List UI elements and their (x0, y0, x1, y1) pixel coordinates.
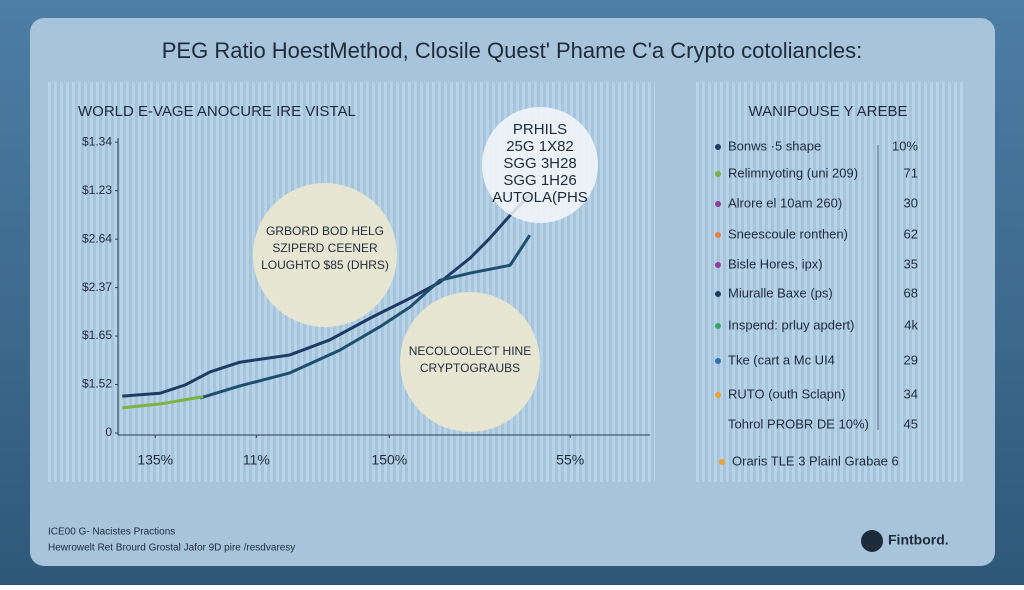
annotation-line: GRBORD BOD HELG (266, 224, 384, 238)
bullet (715, 201, 721, 207)
bubble (482, 107, 598, 223)
bullet (715, 358, 721, 364)
row-value: 68 (904, 285, 918, 300)
row-value: 45 (904, 416, 918, 431)
row-label: Bonws ·5 shape (728, 138, 821, 153)
bullet (715, 291, 721, 297)
sidebar-title: WANIPOUSE Y AREBE (749, 103, 908, 120)
bubble (400, 292, 540, 432)
bullet (715, 232, 721, 238)
annotation-line: SGG 3H28 (503, 155, 576, 172)
y-tick-label: 0 (105, 425, 112, 439)
row-label: RUTO (outh Sclapn) (728, 386, 846, 401)
bubble (253, 183, 397, 327)
footer-line: Hewrowelt Ret Brourd Grostal Jafor 9D pi… (48, 543, 295, 554)
annotation-line: 25G 1X82 (506, 138, 574, 155)
y-tick-label: $1.23 (82, 183, 112, 197)
row-value: 30 (904, 195, 918, 210)
line (199, 234, 532, 400)
annotation-line: AUTOLA(PHS (492, 189, 588, 206)
annotation-line: LOUGHTO $85 (DHRS) (261, 258, 389, 272)
line (122, 193, 531, 398)
logo: Fintbord. (888, 532, 949, 548)
x-tick-label: 150% (371, 452, 407, 468)
row-label: Inspend: prluy apdert) (728, 317, 854, 332)
bullet (715, 144, 721, 150)
x-tick-label: 55% (556, 452, 584, 468)
row-value: 10% (892, 138, 918, 153)
bullet (715, 262, 721, 268)
y-tick-label: $1.34 (82, 134, 112, 148)
y-tick-label: $1.52 (82, 377, 112, 391)
row-label: Tohrol PROBR DE 10%) (728, 416, 869, 431)
row-label: Relimnyoting (uni 209) (728, 165, 858, 180)
x-tick-label: 135% (137, 452, 173, 468)
annotation-line: CRYPTOGRAUBS (420, 361, 520, 375)
annotation-line: SGG 1H26 (503, 172, 576, 189)
sidebar-list: Bonws ·5 shape 10% Relimnyoting (uni 209) 7… (715, 138, 918, 468)
line (122, 395, 204, 410)
page-title: PEG Ratio HoestMethod, Closile Quest' Ph… (162, 38, 863, 63)
row-label: Alrore el 10am 260) (728, 195, 842, 210)
y-tick-label: $1.65 (82, 328, 112, 342)
row-label: Sneescoule ronthen) (728, 226, 848, 241)
bullet (719, 459, 725, 465)
sidebar-footer: Oraris TLE 3 Plainl Grabae 6 (732, 453, 899, 468)
bullet (715, 171, 721, 177)
footer-line: ICE00 G- Nacistes Practions (48, 527, 175, 538)
row-label: Tke (cart a Mc UI4 (728, 352, 835, 367)
y-tick-label: $2.64 (82, 231, 112, 245)
x-tick-label: 11% (243, 452, 270, 468)
annotation-line: PRHILS (513, 121, 567, 138)
logo-icon (861, 530, 883, 552)
y-tick-label: $2.37 (82, 280, 112, 294)
row-value: 4k (904, 317, 918, 332)
annotation-line: SZIPERD CEENER (272, 241, 378, 255)
row-value: 62 (904, 226, 918, 241)
annotation-line: NECOLOOLECT HINE (409, 344, 531, 358)
bullet (715, 323, 721, 329)
row-label: Miuralle Baxe (ps) (728, 285, 833, 300)
bullet (715, 392, 721, 398)
plot: 0 $1.52 $1.65 $2.37 $2.64 $1.23 $1.34 135% 11% 15… (82, 134, 584, 467)
row-value: 29 (904, 352, 918, 367)
row-value: 71 (904, 165, 918, 180)
row-label: Bisle Hores, ipx) (728, 256, 823, 271)
row-value: 35 (904, 256, 918, 271)
sidebar-panel (693, 82, 965, 482)
chart-title: WORLD E-VAGE ANOCURE IRE VISTAL (78, 103, 356, 120)
row-value: 34 (904, 386, 918, 401)
